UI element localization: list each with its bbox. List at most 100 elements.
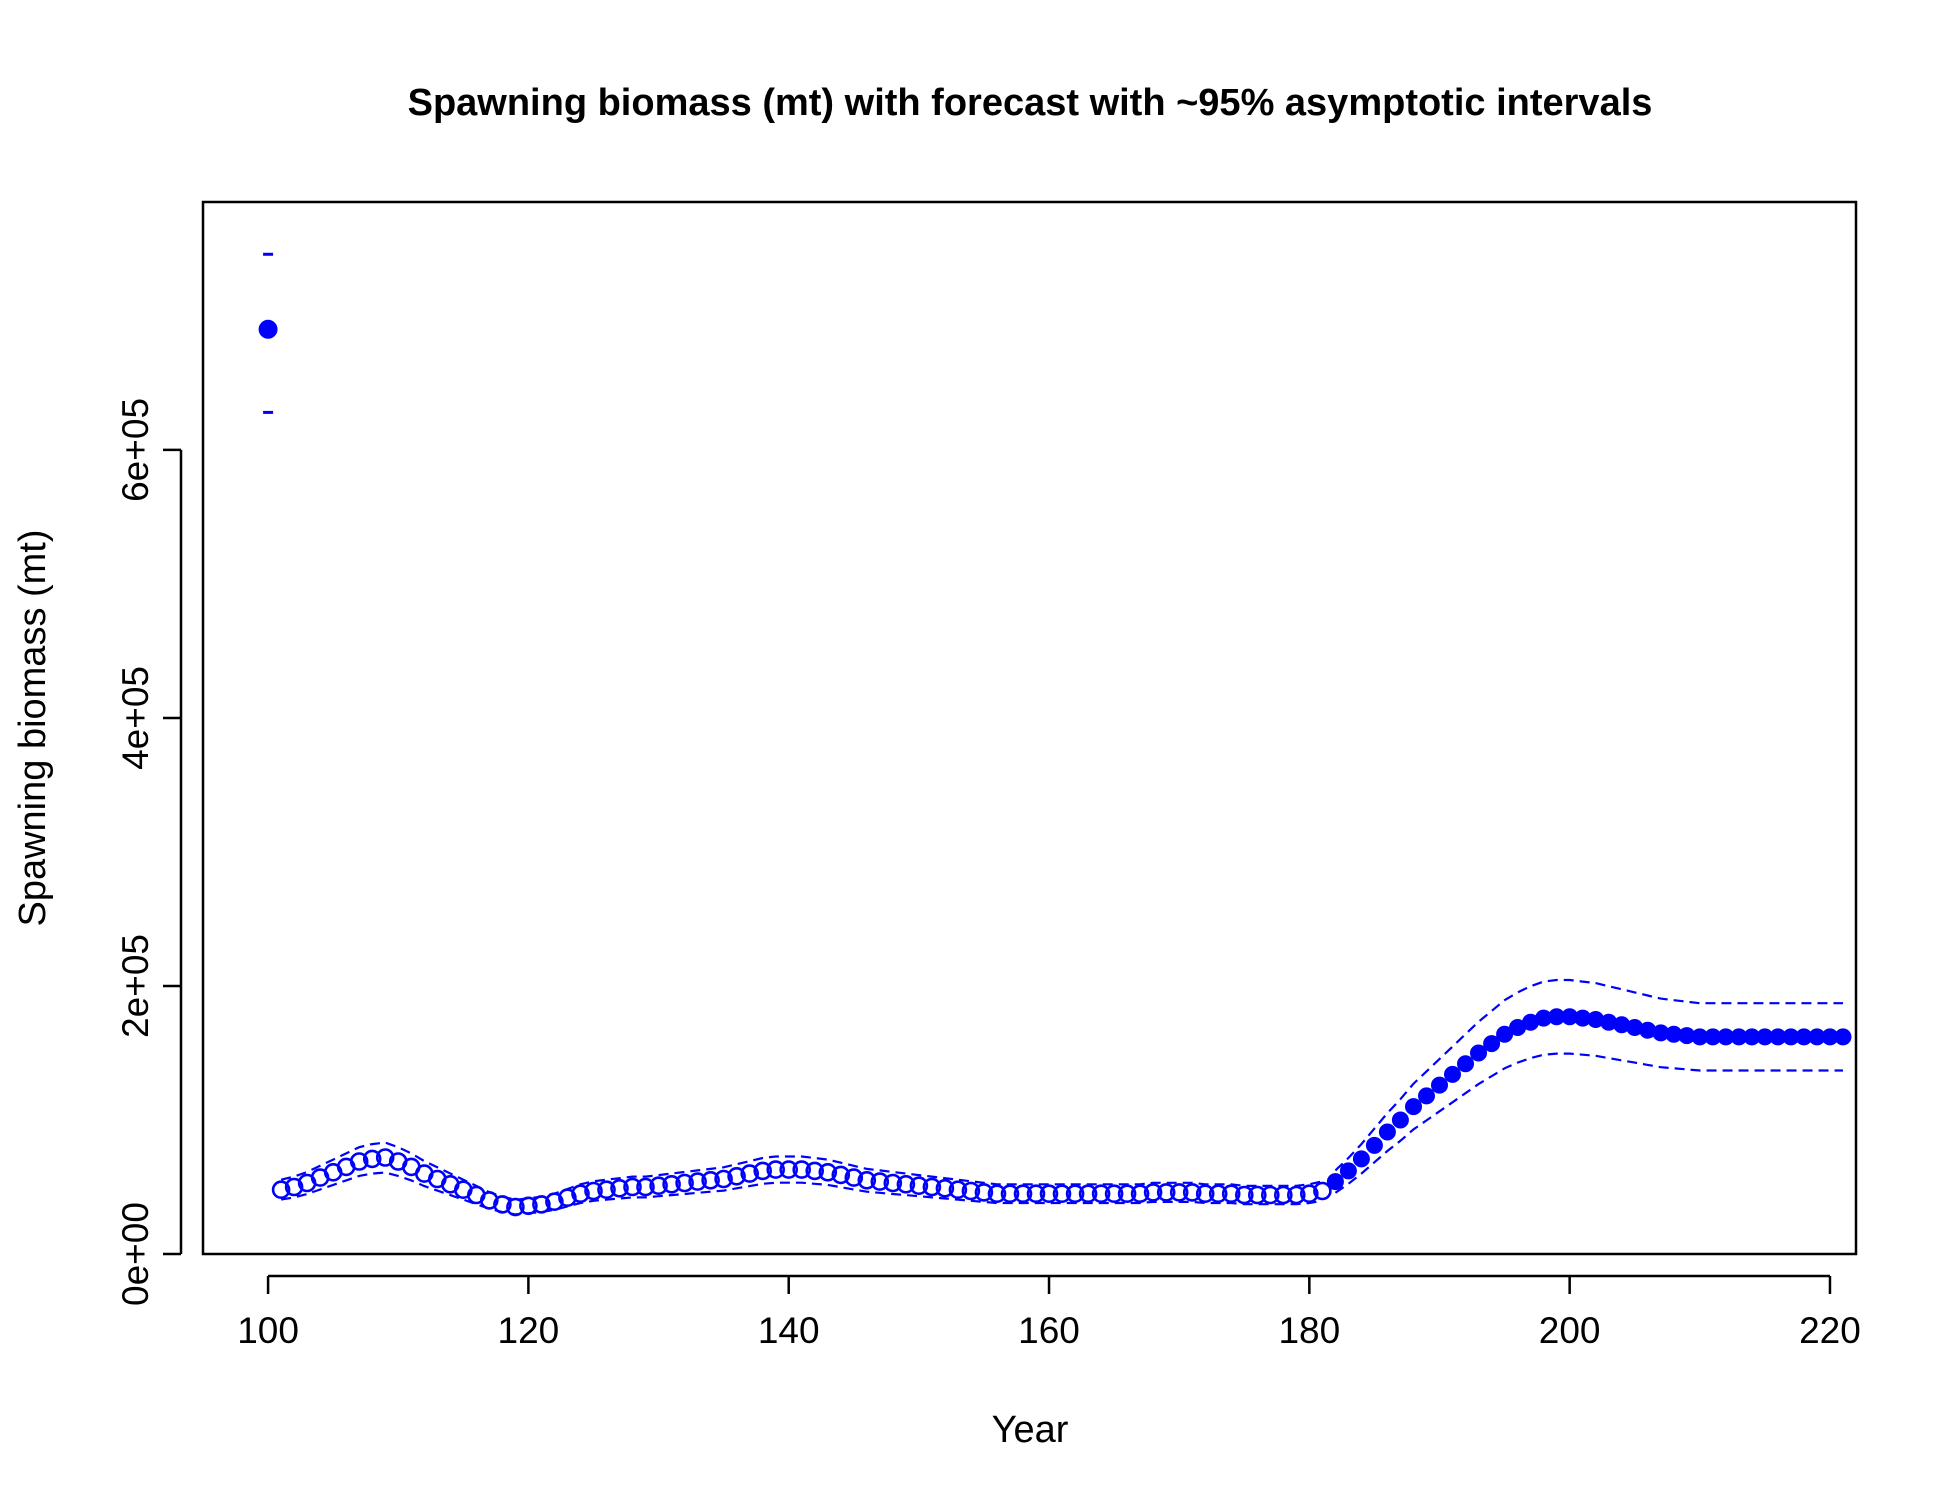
data-point xyxy=(805,1161,825,1181)
data-point xyxy=(1039,1184,1059,1203)
y-tick-label: 4e+05 xyxy=(115,666,156,770)
data-point xyxy=(1444,1065,1461,1083)
data-point xyxy=(1378,1123,1396,1141)
data-points xyxy=(258,252,1852,1217)
data-point xyxy=(1287,1185,1306,1205)
data-point xyxy=(831,1165,851,1185)
data-point xyxy=(1261,1185,1280,1205)
data-point xyxy=(1391,1111,1409,1129)
x-tick-label: 140 xyxy=(758,1310,820,1351)
x-tick-label: 160 xyxy=(1018,1310,1080,1351)
y-tick-label: 6e+05 xyxy=(115,398,156,502)
data-point xyxy=(896,1175,916,1194)
data-point xyxy=(519,1196,538,1216)
data-point xyxy=(1091,1184,1111,1203)
data-point xyxy=(1313,1181,1332,1201)
y-axis: 0e+00 2e+05 4e+05 6e+05 xyxy=(115,398,183,1306)
data-point xyxy=(1431,1076,1448,1094)
data-point xyxy=(1300,1184,1319,1203)
data-point xyxy=(870,1172,890,1191)
data-point xyxy=(662,1175,681,1194)
ci-upper-line xyxy=(280,1141,1323,1201)
data-point xyxy=(753,1161,773,1181)
x-tick-label: 100 xyxy=(237,1310,299,1351)
data-point xyxy=(844,1168,864,1187)
data-point xyxy=(1143,1183,1163,1202)
data-point xyxy=(506,1197,525,1217)
y-axis-label: Spawning biomass (mt) xyxy=(12,529,54,926)
data-point xyxy=(1104,1184,1124,1203)
data-point xyxy=(1483,1035,1501,1053)
data-point xyxy=(1208,1184,1228,1203)
data-point xyxy=(1326,1173,1344,1191)
data-point xyxy=(1235,1185,1254,1205)
data-point xyxy=(1169,1183,1189,1202)
data-point xyxy=(688,1172,707,1191)
data-point xyxy=(818,1163,838,1182)
data-point xyxy=(1026,1184,1046,1203)
data-point xyxy=(779,1160,799,1179)
x-tick-label: 120 xyxy=(498,1310,560,1351)
data-point xyxy=(857,1171,877,1190)
data-point xyxy=(1365,1136,1383,1154)
data-point xyxy=(1130,1184,1150,1203)
data-point xyxy=(1195,1184,1215,1203)
data-point xyxy=(623,1177,642,1197)
data-point xyxy=(948,1180,968,1199)
x-tick-label: 220 xyxy=(1799,1310,1861,1351)
plot-frame xyxy=(201,200,1858,1256)
y-tick-label: 0e+00 xyxy=(115,1202,156,1306)
data-point xyxy=(1339,1162,1357,1180)
data-point xyxy=(597,1180,616,1199)
data-point xyxy=(571,1184,590,1203)
data-point xyxy=(375,1148,395,1167)
data-point xyxy=(792,1160,812,1179)
data-point xyxy=(727,1167,746,1186)
data-point xyxy=(649,1176,668,1195)
confidence-interval-lines xyxy=(280,978,1843,1216)
data-point xyxy=(1078,1184,1098,1203)
data-point xyxy=(1013,1184,1033,1203)
data-point xyxy=(545,1192,564,1211)
data-point xyxy=(1470,1044,1487,1062)
x-tick-label: 200 xyxy=(1539,1310,1601,1351)
data-point xyxy=(714,1169,733,1189)
ci-lower-line xyxy=(1334,1052,1843,1194)
data-point xyxy=(584,1181,603,1201)
data-point xyxy=(532,1195,551,1214)
data-point xyxy=(766,1160,786,1179)
data-point xyxy=(1834,1028,1852,1046)
x-axis: 100 120 140 160 180 200 220 xyxy=(237,1274,1861,1351)
data-point xyxy=(961,1181,981,1201)
data-point xyxy=(610,1179,629,1198)
data-point xyxy=(1405,1098,1422,1116)
data-point xyxy=(740,1164,760,1183)
ci-upper-line xyxy=(1334,978,1843,1172)
data-point xyxy=(675,1173,694,1193)
data-point xyxy=(883,1173,903,1193)
data-point xyxy=(1352,1150,1370,1168)
data-point xyxy=(909,1176,929,1195)
virgin-biomass-point xyxy=(258,319,278,339)
data-point xyxy=(1418,1087,1435,1105)
data-point xyxy=(1117,1184,1137,1203)
data-point xyxy=(974,1183,994,1202)
data-point xyxy=(636,1177,655,1197)
data-point xyxy=(1052,1184,1072,1203)
data-point xyxy=(362,1149,382,1169)
data-point xyxy=(1000,1184,1020,1203)
data-point xyxy=(493,1195,512,1214)
data-point xyxy=(1457,1055,1474,1073)
data-point xyxy=(1182,1183,1202,1202)
data-point xyxy=(284,1177,304,1197)
data-point xyxy=(1274,1185,1293,1205)
chart-title: Spawning biomass (mt) with forecast with… xyxy=(408,82,1653,124)
data-point xyxy=(479,1191,499,1210)
data-point xyxy=(1248,1185,1267,1205)
data-point xyxy=(1156,1183,1176,1202)
data-point xyxy=(1065,1184,1085,1203)
y-tick-label: 2e+05 xyxy=(115,934,156,1038)
ci-lower-line xyxy=(280,1171,1323,1216)
